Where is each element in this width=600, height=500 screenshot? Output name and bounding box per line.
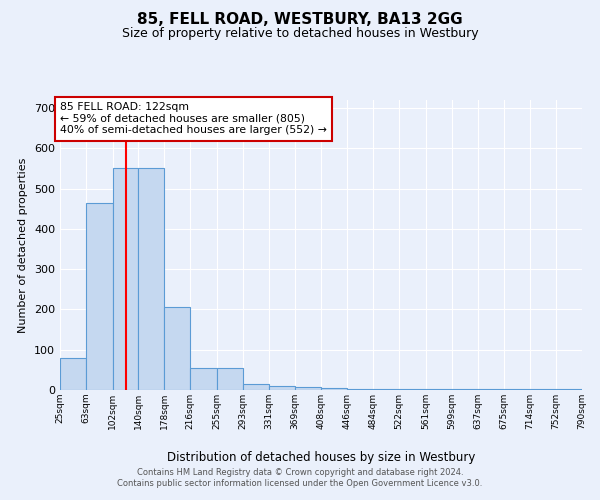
Bar <box>373 389 399 390</box>
Y-axis label: Number of detached properties: Number of detached properties <box>19 158 28 332</box>
Bar <box>478 389 503 390</box>
Bar <box>556 389 582 390</box>
Bar <box>86 202 113 390</box>
Bar <box>217 368 243 390</box>
Text: 85, FELL ROAD, WESTBURY, BA13 2GG: 85, FELL ROAD, WESTBURY, BA13 2GG <box>137 12 463 28</box>
Bar <box>347 389 373 390</box>
Bar <box>452 389 478 390</box>
Bar <box>243 384 269 390</box>
Bar <box>322 388 347 390</box>
Bar <box>139 168 164 390</box>
Text: Size of property relative to detached houses in Westbury: Size of property relative to detached ho… <box>122 28 478 40</box>
Bar <box>503 389 530 390</box>
Bar <box>295 387 322 390</box>
Text: Distribution of detached houses by size in Westbury: Distribution of detached houses by size … <box>167 451 475 464</box>
Bar <box>190 368 217 390</box>
Text: Contains HM Land Registry data © Crown copyright and database right 2024.
Contai: Contains HM Land Registry data © Crown c… <box>118 468 482 487</box>
Bar <box>530 389 556 390</box>
Bar <box>269 386 295 390</box>
Bar <box>113 168 139 390</box>
Bar <box>399 389 426 390</box>
Bar <box>60 358 86 390</box>
Bar <box>164 308 190 390</box>
Text: 85 FELL ROAD: 122sqm
← 59% of detached houses are smaller (805)
40% of semi-deta: 85 FELL ROAD: 122sqm ← 59% of detached h… <box>60 102 327 135</box>
Bar <box>426 389 452 390</box>
